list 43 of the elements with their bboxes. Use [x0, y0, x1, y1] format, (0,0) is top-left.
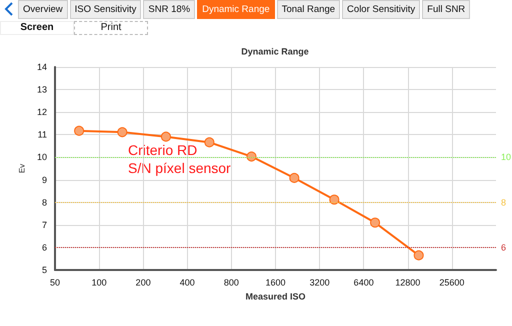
point: [204, 137, 214, 148]
x-tick-label: 3200: [310, 278, 330, 288]
text: Full SNR: [422, 0, 470, 19]
y-tick-label: 13: [36, 84, 47, 95]
chart-title: Dynamic Range: [241, 46, 309, 56]
x-tick-label: 6400: [354, 278, 374, 288]
point: [370, 218, 380, 228]
x-tick-label: 200: [136, 278, 151, 288]
point: [160, 132, 171, 142]
y-tick-label: 9: [42, 174, 47, 185]
x-tick-label: 800: [224, 278, 239, 288]
y-tick-label: 7: [42, 220, 47, 230]
point: [414, 250, 424, 260]
text: Overview: [18, 0, 68, 19]
text: SNR 18%: [143, 0, 196, 19]
y-tick-label: 11: [38, 130, 47, 140]
text: ISO Sensitivity: [70, 0, 142, 19]
y-tick-label: 6: [42, 242, 47, 252]
text: Screen: [0, 21, 74, 35]
ref-line-label: 6: [501, 242, 506, 252]
point: [246, 152, 256, 162]
y-tick-label: 14: [36, 62, 47, 72]
x-tick-label: 1600: [265, 278, 286, 288]
ref-line-label: 10: [501, 152, 512, 162]
x-tick-label: 400: [180, 278, 195, 288]
x-tick-label: 25600: [439, 278, 464, 288]
x-tick-label: 12800: [395, 278, 420, 288]
y-tick-label: 8: [42, 197, 47, 208]
ref-line-label: 8: [501, 197, 506, 208]
annotation: Criterio RD: [128, 142, 198, 158]
point: [117, 127, 128, 138]
x-axis-title: Measured ISO: [245, 292, 306, 302]
point: [329, 194, 340, 205]
text: Dynamic Range: [197, 0, 275, 19]
y-tick-label: 10: [36, 152, 47, 162]
text: Tonal Range: [276, 0, 340, 19]
y-axis-title: Ev: [18, 164, 27, 174]
y-tick-label: 12: [36, 107, 47, 118]
y-tick-label: 5: [42, 265, 47, 275]
x-tick-label: 50: [50, 278, 60, 288]
text: Color Sensitivity: [342, 0, 420, 19]
x-tick-label: 100: [92, 278, 107, 288]
text: Print: [74, 21, 148, 35]
